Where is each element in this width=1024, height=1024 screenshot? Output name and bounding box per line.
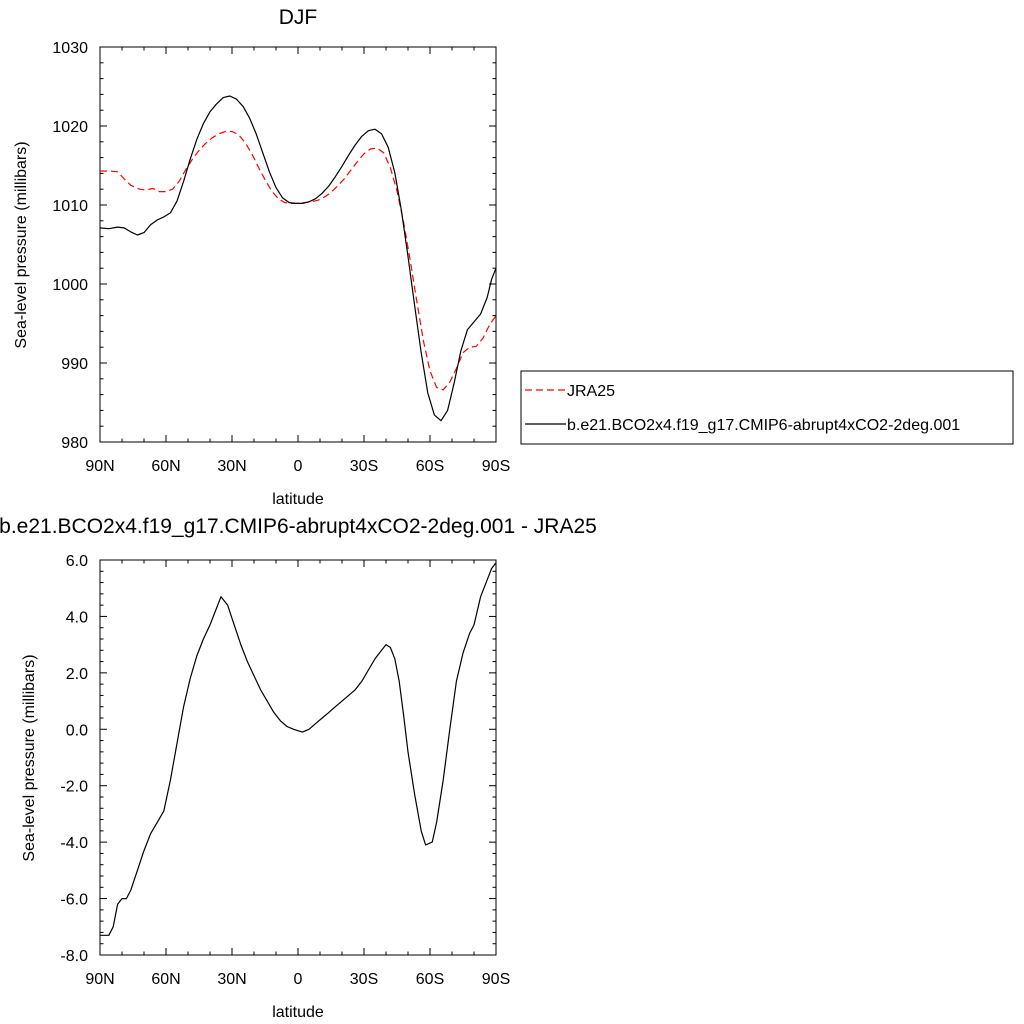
axis-ticks: 90N 60N 30N 0 30S 60S 90S 980 990 1000 1010 1020 103… (52, 40, 510, 475)
x-tick-label: 90S (482, 458, 510, 475)
x-tick-label: 60N (151, 971, 180, 988)
axis-ticks: 90N 60N 30N 0 30S 60S 90S -8.0 -6.0 -4.0 -2.0 0.0 2.… (60, 553, 510, 988)
x-tick-label: 60N (151, 458, 180, 475)
series-line-0 (100, 130, 497, 391)
y-tick-label: 4.0 (66, 609, 88, 626)
y-tick-label: 2.0 (66, 666, 88, 683)
x-tick-label: 0 (294, 458, 303, 475)
series-group (100, 562, 497, 936)
y-tick-label: 1010 (52, 198, 88, 215)
chart-title: DJF (279, 6, 318, 29)
x-tick-label: 90S (482, 971, 510, 988)
y-axis-label: Sea-level pressure (millibars) (13, 141, 30, 348)
y-tick-label: -2.0 (60, 779, 88, 796)
y-tick-label: 990 (61, 356, 88, 373)
x-tick-label: 0 (294, 971, 303, 988)
x-tick-label: 60S (416, 458, 444, 475)
y-tick-label: 0.0 (66, 722, 88, 739)
series-group (99, 95, 497, 422)
y-tick-label: 980 (61, 435, 88, 452)
y-tick-label: -4.0 (60, 835, 88, 852)
x-tick-label: 30N (217, 971, 246, 988)
y-tick-label: 1000 (52, 277, 88, 294)
y-tick-label: -6.0 (60, 892, 88, 909)
x-axis-label: latitude (272, 1004, 324, 1021)
legend-label-model: b.e21.BCO2x4.f19_g17.CMIP6-abrupt4xCO2-2… (567, 417, 960, 434)
x-tick-label: 30S (350, 971, 378, 988)
bottom-panel: b.e21.BCO2x4.f19_g17.CMIP6-abrupt4xCO2-2… (0, 515, 597, 1021)
legend: JRA25 b.e21.BCO2x4.f19_g17.CMIP6-abrupt4… (520, 370, 1014, 445)
y-tick-label: -8.0 (60, 948, 88, 965)
legend-box (520, 370, 1014, 445)
x-tick-label: 90N (85, 971, 114, 988)
chart-title: b.e21.BCO2x4.f19_g17.CMIP6-abrupt4xCO2-2… (0, 515, 597, 538)
x-axis-label: latitude (272, 491, 324, 508)
x-tick-label: 30S (350, 458, 378, 475)
plot-frame (99, 559, 497, 956)
y-tick-label: 1020 (52, 119, 88, 136)
y-axis-label: Sea-level pressure (millibars) (21, 654, 38, 861)
series-line-1 (99, 95, 497, 422)
series-line-0 (100, 562, 497, 936)
y-tick-label: 6.0 (66, 553, 88, 570)
top-panel: DJF 90N 60N 30N 0 30S 60S 90S 980 990 1000 1010 102… (13, 6, 510, 508)
y-tick-label: 1030 (52, 40, 88, 57)
x-tick-label: 60S (416, 971, 444, 988)
x-tick-label: 30N (217, 458, 246, 475)
x-tick-label: 90N (85, 458, 114, 475)
plot-frame (99, 46, 497, 443)
legend-label-jra25: JRA25 (567, 383, 615, 400)
